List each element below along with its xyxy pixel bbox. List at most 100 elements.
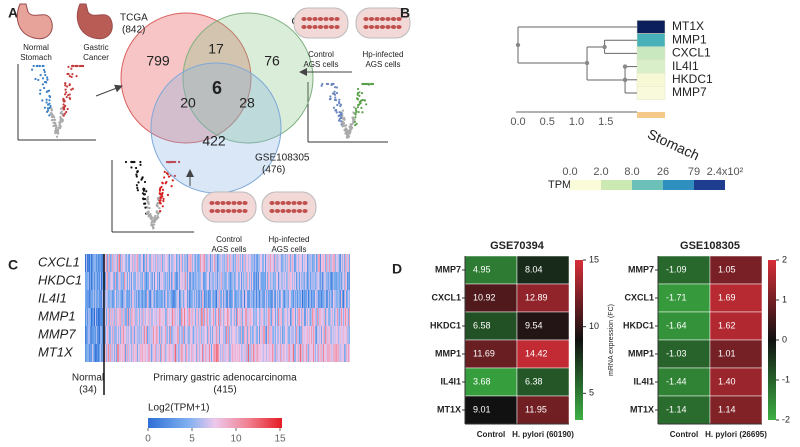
heat-cell (219, 326, 220, 344)
heat-cell (290, 308, 291, 326)
heat-cell (101, 290, 102, 308)
cell-icon (396, 17, 402, 21)
volcano-point (143, 202, 146, 205)
volcano-point (339, 120, 343, 123)
heat-cell (240, 308, 241, 326)
volcano-point (48, 114, 51, 117)
volcano-point (160, 195, 163, 198)
heat-cell (192, 272, 193, 290)
heat-cell (92, 344, 93, 362)
heat-cell (228, 290, 229, 308)
heat-cell (233, 308, 234, 326)
heat-cell (156, 272, 157, 290)
heat-cell (315, 290, 316, 308)
heat-cell (95, 308, 96, 326)
volcano-point (361, 82, 364, 86)
heat-cell (657, 367, 711, 397)
heat-cell (177, 326, 178, 344)
heat-cell (286, 308, 287, 326)
heat-cell (260, 290, 261, 308)
heat-cell (169, 290, 170, 308)
heat-cell (323, 344, 324, 362)
volcano-point (332, 82, 335, 86)
heat-cell (200, 344, 201, 362)
heat-cell (296, 344, 297, 362)
heat-cell (118, 272, 119, 290)
heat-cell (99, 326, 100, 344)
heat-cell (303, 254, 304, 272)
heat-cell (132, 326, 133, 344)
heat-cell (223, 326, 224, 344)
heat-cell (200, 290, 201, 308)
heat-cell (319, 254, 320, 272)
heat-cell (97, 308, 98, 326)
heat-cell (331, 290, 332, 308)
heat-cell (101, 272, 102, 290)
venn-count: 20 (180, 95, 196, 111)
heat-cell (110, 290, 111, 308)
heat-cell (105, 344, 106, 362)
heat-cell (273, 272, 274, 290)
heat-cell (151, 326, 152, 344)
heat-cell (233, 254, 234, 272)
heat-cell (308, 272, 309, 290)
heat-cell (170, 344, 171, 362)
heat-cell (152, 290, 153, 308)
heat-cell (145, 254, 146, 272)
heat-cell (208, 254, 209, 272)
heat-cell (319, 326, 320, 344)
heat-cell (267, 344, 268, 362)
heat-cell (302, 308, 303, 326)
heat-cell (184, 344, 185, 362)
heat-cell (292, 344, 293, 362)
heat-cell (322, 308, 323, 326)
heat-cell (234, 290, 235, 308)
volcano-point (147, 206, 150, 209)
heat-cell (226, 344, 227, 362)
heat-cell (282, 308, 283, 326)
heat-cell (322, 326, 323, 344)
heat-cell (234, 344, 235, 362)
heat-cell (238, 326, 239, 344)
cell-icon (334, 25, 340, 29)
heat-cell (271, 326, 272, 344)
dendrogram-node (602, 44, 607, 50)
heat-cell (90, 308, 91, 326)
heat-cell (268, 344, 269, 362)
heat-cell (261, 308, 262, 326)
heat-cell (305, 290, 306, 308)
heat-cell (301, 344, 302, 362)
cell-icon (231, 209, 237, 213)
heat-cell (346, 272, 347, 290)
heat-cell (343, 326, 344, 344)
heat-cell (333, 326, 334, 344)
heat-cell (334, 272, 335, 290)
heat-cell (155, 326, 156, 344)
heat-cell (192, 290, 193, 308)
heat-cell (516, 367, 570, 397)
heat-cell (344, 272, 345, 290)
heat-cell (263, 344, 264, 362)
heat-cell (346, 326, 347, 344)
volcano-point (41, 64, 44, 68)
heat-cell (211, 254, 212, 272)
heat-cell (212, 272, 213, 290)
heat-cell (323, 272, 324, 290)
heat-cell (315, 344, 316, 362)
heat-cell (127, 344, 128, 362)
heat-cell (274, 254, 275, 272)
heat-cell (122, 326, 123, 344)
heat-cell (150, 290, 151, 308)
heat-cell (130, 254, 131, 272)
column-label: Control (477, 430, 505, 439)
heat-cell (314, 272, 315, 290)
heat-cell (286, 272, 287, 290)
heat-cell (261, 344, 262, 362)
heat-cell (240, 254, 241, 272)
heat-cell (113, 272, 114, 290)
volcano-point (177, 160, 181, 164)
heat-cell (300, 254, 301, 272)
heat-cell (274, 344, 275, 362)
heat-cell (111, 254, 112, 272)
heat-cell (85, 308, 86, 326)
